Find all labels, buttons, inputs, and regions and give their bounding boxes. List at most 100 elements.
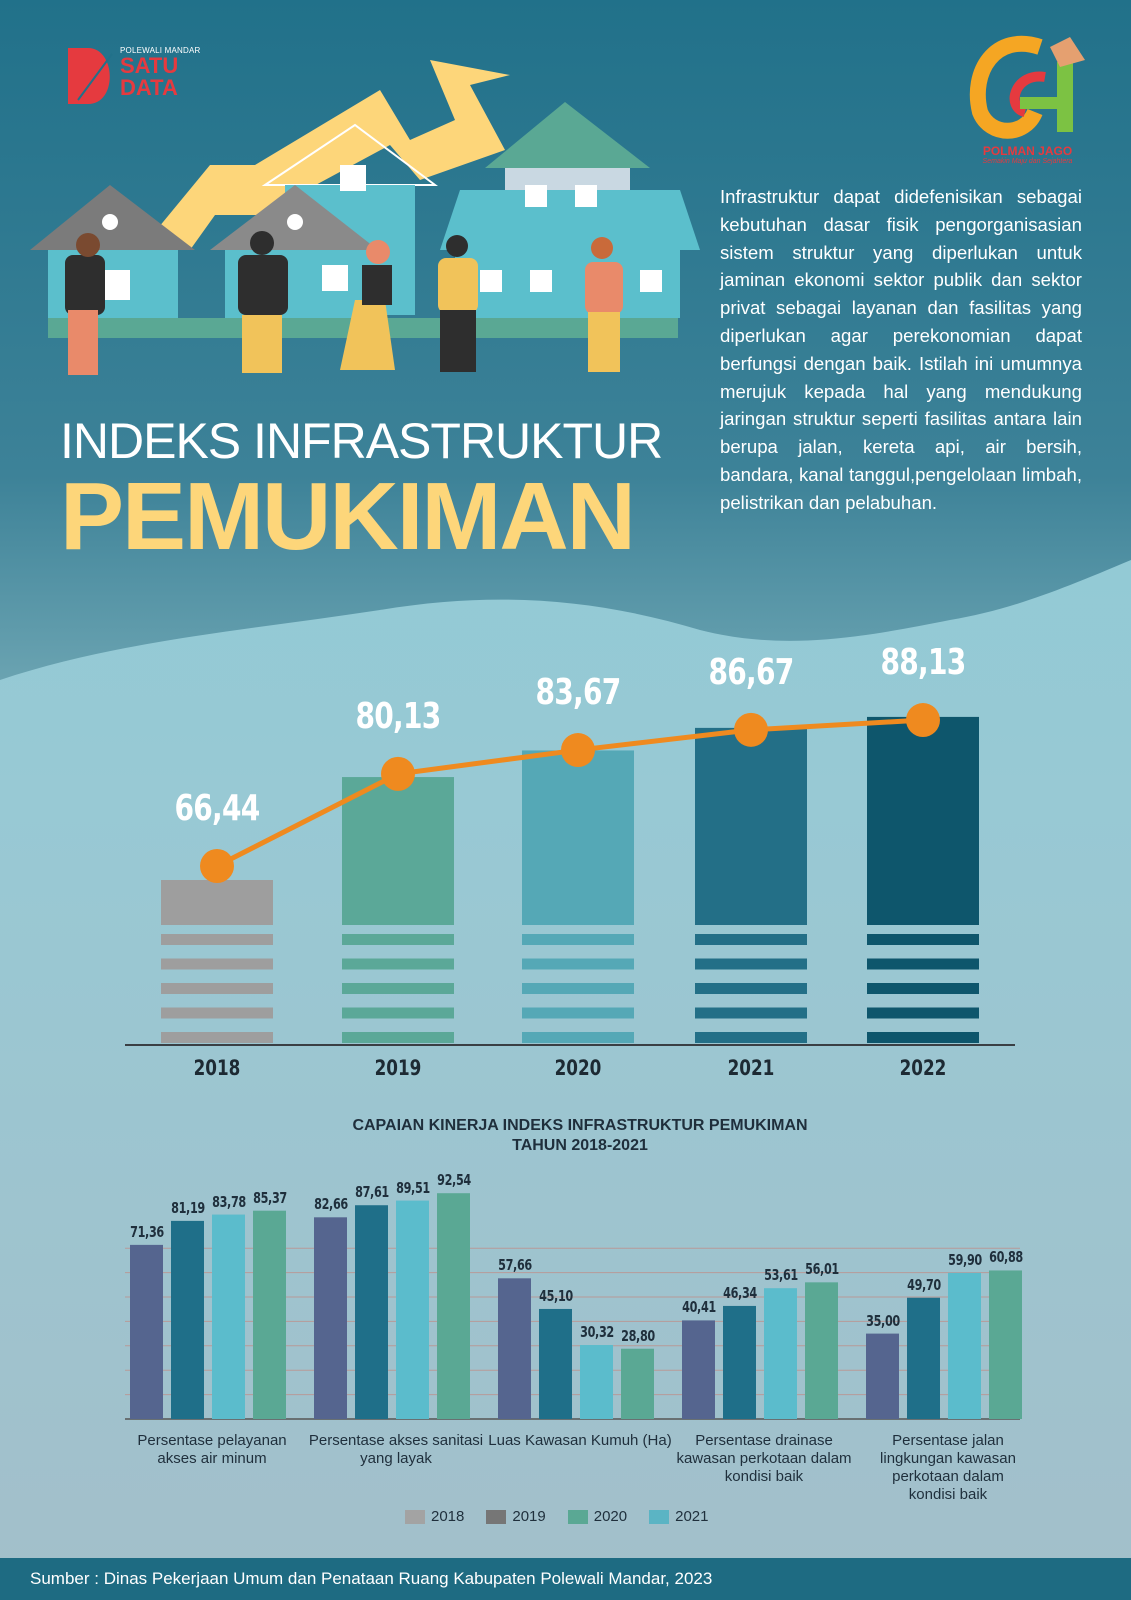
bar-2021: [805, 1282, 838, 1419]
bar-stripe: [342, 958, 454, 970]
logo-tagline: Semakin Maju dan Sejahtera: [982, 158, 1073, 165]
legend-item-2020: 2020: [567, 1508, 628, 1525]
bar-stripe: [161, 958, 273, 970]
category-label: Persentase jalan lingkungan kawasan perk…: [880, 1432, 1016, 1503]
bar-value-label: 56,01: [804, 1260, 839, 1279]
bar-stripe: [867, 1007, 979, 1019]
bar-value-label: 85,37: [252, 1188, 287, 1207]
bar-stripe: [695, 1032, 807, 1043]
source-footer: Sumber : Dinas Pekerjaan Umum dan Penata…: [0, 1558, 1131, 1600]
bar-stripe: [695, 983, 807, 994]
year-label-2020: 2020: [554, 1056, 602, 1080]
bar-value-label: 92,54: [436, 1171, 471, 1190]
bar-stripe: [342, 934, 454, 945]
value-label-2020: 83,67: [535, 672, 622, 714]
bar-2019: [355, 1205, 388, 1419]
logo-region-text: POLEWALI MANDAR: [120, 46, 201, 55]
category-label: Persentase pelayanan akses air minum: [137, 1432, 287, 1467]
bar-2019: [171, 1220, 204, 1419]
chart-subtitle: TAHUN 2018-2021: [512, 1137, 648, 1154]
bar-value-label: 40,41: [681, 1298, 716, 1317]
trend-point-2022: [906, 703, 940, 738]
bar-stripe: [342, 983, 454, 994]
performance-bar-chart: [125, 1193, 1022, 1420]
bar-value-label: 30,32: [579, 1323, 614, 1342]
legend-label: 2019: [512, 1508, 546, 1525]
bar-stripe: [867, 934, 979, 945]
value-label-2019: 80,13: [355, 695, 442, 737]
bar-stripe: [522, 983, 634, 994]
bar-value-label: 45,10: [538, 1286, 573, 1305]
title-line-1: INDEKS INFRASTRUKTUR: [60, 413, 663, 469]
bar-2020: [948, 1272, 981, 1419]
bar-stripe: [522, 1007, 634, 1019]
bar-stripe: [867, 958, 979, 970]
year-label-2022: 2022: [899, 1056, 947, 1080]
bar-2021: [437, 1193, 470, 1419]
bar-stripe: [342, 1032, 454, 1043]
legend-item-2018: 2018: [405, 1508, 464, 1525]
bar-2021: [695, 727, 807, 925]
bar-stripe: [695, 1007, 807, 1019]
bar-value-label: 71,36: [129, 1222, 164, 1241]
people-illustration: [65, 231, 623, 375]
bar-2020: [580, 1345, 613, 1419]
year-label-2021: 2021: [727, 1056, 775, 1080]
title-line-2: PEMUKIMAN: [60, 463, 636, 570]
bar-2020: [522, 750, 634, 925]
satu-data-logo: POLEWALI MANDAR SATU DATA: [68, 46, 208, 106]
logo-name: POLMAN JAGO: [982, 144, 1073, 158]
legend-swatch: [567, 1509, 588, 1524]
chart-legend: 2018 2019 2020 2021: [405, 1508, 709, 1525]
value-label-2018: 66,44: [174, 788, 261, 829]
bar-value-label: 49,70: [906, 1275, 941, 1294]
bar-value-label: 57,66: [497, 1256, 532, 1275]
bar-value-label: 46,34: [722, 1283, 757, 1302]
bar-value-label: 60,88: [988, 1248, 1023, 1267]
logo-text-data: DATA: [120, 75, 178, 100]
year-label-2019: 2019: [374, 1056, 422, 1080]
legend-label: 2018: [431, 1508, 465, 1525]
legend-item-2021: 2021: [649, 1508, 709, 1525]
bar-value-label: 28,80: [620, 1326, 655, 1345]
year-label-2018: 2018: [193, 1056, 241, 1080]
bar-value-label: 53,61: [763, 1266, 798, 1285]
legend-label: 2021: [675, 1508, 709, 1525]
bar-stripe: [867, 1032, 979, 1043]
bar-2022: [867, 716, 979, 925]
bar-value-label: 35,00: [865, 1311, 900, 1330]
bar-value-label: 89,51: [395, 1178, 430, 1197]
bar-stripe: [695, 934, 807, 945]
category-label: Persentase akses sanitasi yang layak: [308, 1432, 484, 1467]
bar-stripe: [161, 1032, 273, 1043]
polman-jago-logo: POLMAN JAGO Semakin Maju dan Sejahtera: [965, 32, 1090, 172]
bar-2018: [498, 1278, 531, 1419]
legend-item-2019: 2019: [486, 1508, 546, 1525]
bar-2021: [253, 1210, 286, 1419]
legend-swatch: [405, 1509, 425, 1524]
bar-2018: [161, 880, 273, 925]
bar-value-label: 87,61: [354, 1183, 389, 1202]
bar-2018: [682, 1320, 715, 1419]
bar-stripe: [522, 934, 634, 945]
bar-2021: [621, 1348, 654, 1419]
bar-stripe: [867, 983, 979, 994]
trend-point-2018: [200, 849, 234, 883]
legend-swatch: [649, 1509, 670, 1524]
houses-illustration: [30, 60, 700, 375]
bar-2018: [314, 1217, 347, 1419]
bar-2019: [342, 777, 454, 925]
bar-2021: [989, 1270, 1022, 1419]
bar-2019: [723, 1305, 756, 1419]
bar-value-label: 59,90: [947, 1250, 982, 1269]
bar-2018: [130, 1244, 163, 1419]
bar-2019: [539, 1308, 572, 1419]
performance-chart-title: CAPAIAN KINERJA INDEKS INFRASTRUKTUR PEM…: [200, 1116, 960, 1156]
logo-text-satu: SATU: [120, 53, 179, 78]
trend-point-2020: [561, 733, 595, 768]
legend-label: 2020: [593, 1508, 628, 1525]
bar-value-label: 82,66: [313, 1195, 348, 1214]
trend-point-2019: [381, 756, 415, 791]
bar-stripe: [522, 1032, 634, 1043]
